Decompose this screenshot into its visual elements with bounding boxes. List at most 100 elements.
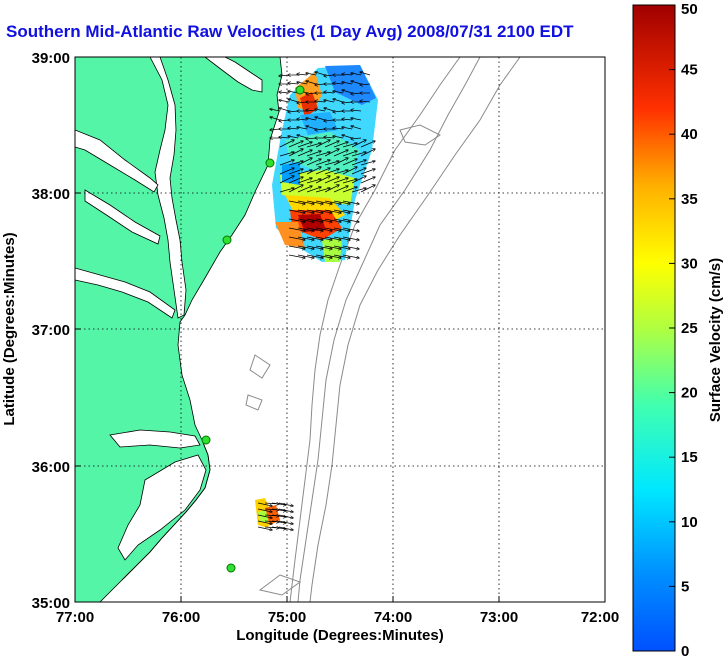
velocity-arrow [297, 127, 308, 130]
velocity-arrow [288, 161, 303, 166]
velocity-arrow [342, 179, 357, 184]
colorbar [632, 4, 676, 652]
velocity-arrow [324, 200, 341, 204]
potomac-river [75, 129, 159, 193]
velocity-arrow [351, 138, 362, 139]
velocity-arrow [279, 152, 294, 157]
colorbar-tick-label: 45 [681, 62, 698, 79]
velocity-arrow [315, 227, 332, 231]
velocity-arrow [360, 141, 375, 148]
velocity-arrow [306, 218, 323, 222]
velocity-arrow [333, 218, 350, 222]
james-river [75, 267, 176, 319]
velocity-arrow [279, 168, 294, 175]
velocity-arrow [342, 254, 359, 258]
velocity-arrow [297, 245, 314, 249]
velocity-arrow [360, 84, 371, 85]
x-tick-label: 74:00 [374, 609, 412, 626]
velocity-arrow [288, 149, 303, 157]
velocity-arrow [333, 158, 348, 166]
velocity-arrow [257, 526, 272, 530]
velocity-arrow [342, 218, 359, 222]
velocity-arrow [297, 236, 314, 240]
delaware-bay [204, 57, 263, 93]
velocity-arrow [315, 188, 330, 193]
velocity-arrow [288, 245, 305, 249]
y-tick-label: 36:00 [32, 459, 70, 476]
velocity-arrow [315, 200, 332, 204]
velocity-arrow [271, 514, 286, 517]
station-marker [201, 435, 211, 445]
y-axis-label: Latitude (Degrees:Minutes) [1, 232, 18, 425]
velocity-arrow [324, 177, 339, 184]
velocity-arrow [315, 140, 330, 148]
x-tick-label: 76:00 [162, 609, 200, 626]
station-marker [295, 85, 305, 95]
velocity-arrow [315, 109, 326, 112]
velocity-arrow [278, 508, 293, 512]
velocity-arrow [306, 151, 321, 157]
velocity-arrow [351, 110, 362, 111]
velocity-arrow [324, 185, 339, 193]
velocity-arrow [306, 167, 321, 175]
velocity-arrow [342, 159, 357, 166]
velocity-arrow [360, 101, 371, 102]
velocity-arrow [306, 236, 323, 240]
colorbar-label: Surface Velocity (cm/s) [707, 258, 724, 422]
colorbar-tick-label: 35 [681, 191, 698, 208]
velocity-arrow [257, 502, 272, 506]
velocity-arrow [324, 254, 341, 258]
velocity-arrow [315, 245, 332, 249]
colorbar-tick-label: 10 [681, 514, 698, 531]
velocity-arrow [315, 254, 332, 258]
velocity-arrow [288, 200, 305, 204]
velocity-arrow [351, 152, 366, 157]
map-title: Southern Mid-Atlantic Raw Velocities (1 … [6, 22, 574, 41]
velocity-arrow [333, 209, 350, 213]
velocity-arrow [333, 236, 350, 240]
velocity-arrow [297, 254, 314, 258]
station-marker [222, 235, 232, 245]
velocity-arrow [315, 168, 330, 175]
velocity-arrow [297, 74, 308, 75]
x-tick-label: 72:00 [581, 609, 619, 626]
velocity-arrow [315, 176, 330, 184]
velocity-arrow [306, 227, 323, 231]
colorbar-tick-label: 5 [681, 578, 689, 595]
velocity-arrow [360, 185, 375, 193]
y-tick-label: 35:00 [32, 595, 70, 612]
velocity-arrow [324, 141, 339, 148]
velocity-arrows [257, 72, 375, 530]
velocity-arrow [333, 200, 350, 204]
velocity-arrow [288, 91, 299, 94]
velocity-arrow [288, 136, 299, 139]
velocity-arrow [324, 227, 341, 231]
velocity-arrow [342, 82, 353, 85]
velocity-arrow [351, 140, 366, 148]
velocity-arrow [257, 508, 272, 512]
velocity-arrow [324, 236, 341, 240]
velocity-arrow [333, 142, 348, 148]
velocity-arrow [360, 72, 371, 76]
velocity-arrow [351, 118, 362, 121]
velocity-arrow [351, 160, 366, 166]
velocity-arrow [342, 209, 359, 213]
velocity-arrow [324, 209, 341, 213]
velocity-arrow [278, 526, 293, 530]
velocity-arrow [288, 209, 305, 213]
velocity-arrow [342, 236, 359, 240]
velocity-arrow [288, 236, 305, 240]
velocity-arrow [333, 245, 350, 249]
colorbar-tick-label: 40 [681, 126, 698, 143]
y-tick-label: 39:00 [32, 50, 70, 67]
velocity-arrow [297, 82, 308, 85]
colorbar-tick-label: 50 [681, 1, 698, 18]
velocity-arrow [306, 143, 321, 148]
velocity-arrow [333, 254, 350, 258]
velocity-arrow [288, 254, 305, 258]
velocity-arrow [306, 73, 317, 76]
albemarle-sound [109, 429, 201, 449]
velocity-arrow [342, 167, 357, 175]
rappahannock-river [84, 189, 161, 245]
